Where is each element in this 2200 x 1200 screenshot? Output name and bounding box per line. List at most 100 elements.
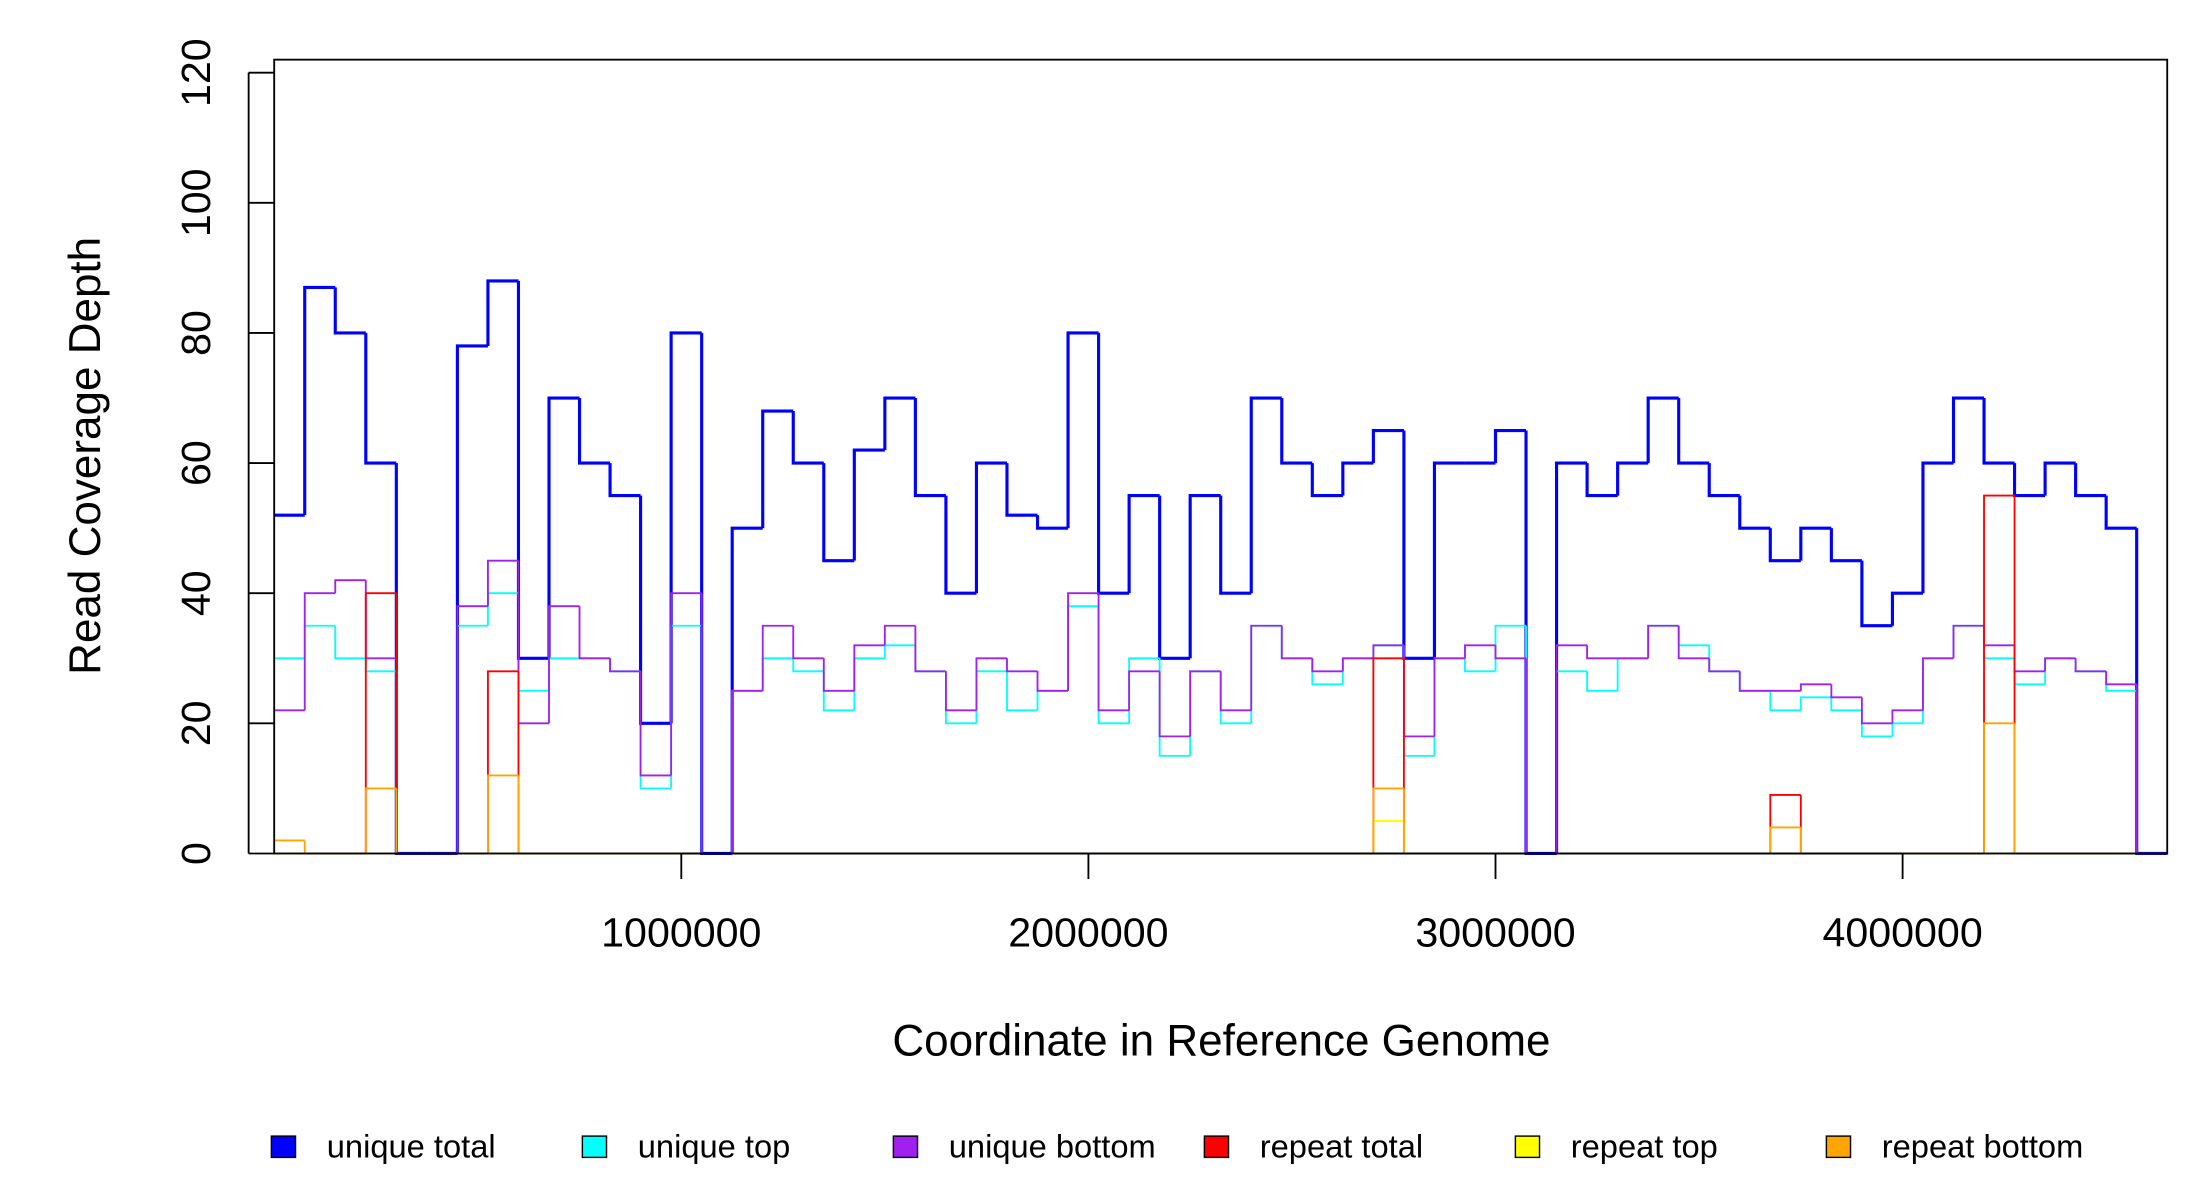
step-segment bbox=[395, 788, 427, 855]
step-segment bbox=[1890, 591, 1923, 626]
step-segment bbox=[1525, 625, 1557, 855]
step-segment bbox=[639, 671, 672, 790]
step-segment bbox=[1738, 495, 1771, 530]
step-segment bbox=[1249, 396, 1282, 594]
step-segment bbox=[1585, 463, 1618, 498]
step-segment bbox=[1341, 461, 1374, 496]
step-segment bbox=[1036, 689, 1069, 711]
step-segment bbox=[1586, 671, 1618, 692]
step-segment bbox=[1311, 658, 1343, 673]
step-segment bbox=[1922, 657, 1954, 711]
step-segment bbox=[1983, 625, 2015, 647]
step-segment bbox=[2105, 671, 2137, 686]
step-segment bbox=[913, 398, 946, 498]
step-segment bbox=[1738, 671, 1771, 692]
step-segment bbox=[364, 332, 397, 465]
step-segment bbox=[609, 658, 641, 673]
y-axis-title: Read Coverage Depth bbox=[61, 237, 110, 675]
step-segment bbox=[761, 657, 794, 691]
step-segment bbox=[1555, 670, 1588, 854]
step-segment bbox=[1983, 494, 2015, 854]
step-segment bbox=[1158, 671, 1191, 738]
step-segment bbox=[2074, 658, 2107, 673]
step-segment bbox=[853, 657, 885, 711]
step-segment bbox=[2044, 657, 2076, 685]
step-segment bbox=[1769, 690, 1801, 712]
step-segment bbox=[2135, 528, 2168, 856]
step-segment bbox=[487, 670, 519, 854]
step-segment bbox=[1067, 605, 1099, 691]
step-segment bbox=[1280, 398, 1313, 465]
step-segment bbox=[1371, 428, 1404, 464]
step-segment bbox=[1891, 709, 1923, 724]
step-segment bbox=[1464, 658, 1496, 673]
step-segment bbox=[456, 605, 488, 854]
step-segment bbox=[487, 774, 519, 854]
step-segment bbox=[364, 580, 397, 660]
legend-label: unique bottom bbox=[949, 1128, 1156, 1165]
step-segment bbox=[334, 579, 366, 594]
step-segment bbox=[1005, 463, 1038, 517]
step-segment bbox=[914, 625, 946, 673]
step-segment bbox=[1006, 671, 1038, 712]
step-segment bbox=[1280, 625, 1313, 660]
step-segment bbox=[792, 658, 824, 673]
step-segment bbox=[1708, 658, 1740, 673]
step-segment bbox=[1067, 592, 1099, 691]
step-segment bbox=[731, 689, 763, 854]
step-segment bbox=[2105, 671, 2137, 692]
step-segment bbox=[364, 658, 397, 673]
step-segment bbox=[883, 644, 916, 659]
step-segment bbox=[700, 593, 733, 855]
step-segment bbox=[1921, 461, 1954, 594]
step-segment bbox=[1219, 671, 1252, 725]
step-segment bbox=[1189, 670, 1221, 756]
step-segment bbox=[1616, 657, 1649, 691]
y-tick-label: 100 bbox=[173, 168, 219, 237]
step-segment bbox=[883, 624, 916, 646]
step-segment bbox=[487, 592, 519, 626]
legend-label: repeat total bbox=[1260, 1128, 1423, 1165]
step-segment bbox=[2043, 461, 2076, 496]
step-segment bbox=[1830, 684, 1862, 699]
step-segment bbox=[1433, 657, 1465, 737]
step-segment bbox=[1188, 494, 1221, 659]
step-segment bbox=[914, 645, 946, 673]
step-segment bbox=[1341, 657, 1374, 672]
step-segment bbox=[578, 606, 611, 660]
step-segment bbox=[2074, 463, 2107, 498]
step-segment bbox=[1372, 644, 1404, 659]
plot-frame bbox=[273, 58, 2169, 855]
step-segment bbox=[1219, 671, 1252, 712]
step-segment bbox=[731, 689, 763, 854]
step-segment bbox=[700, 332, 733, 856]
step-segment bbox=[1097, 593, 1130, 712]
step-segment bbox=[2135, 690, 2168, 855]
step-segment bbox=[303, 592, 336, 711]
step-segment bbox=[975, 657, 1007, 711]
step-segment bbox=[944, 671, 977, 712]
x-tick-label: 3000000 bbox=[1415, 910, 1575, 956]
step-segment bbox=[1983, 625, 2015, 660]
step-segment bbox=[608, 463, 641, 498]
step-segment bbox=[761, 409, 794, 529]
step-segment bbox=[1372, 657, 1404, 854]
step-segment bbox=[639, 495, 672, 725]
step-segment bbox=[1799, 526, 1832, 561]
step-segment bbox=[1799, 827, 1832, 855]
step-segment bbox=[1433, 657, 1465, 756]
step-segment bbox=[1372, 787, 1404, 854]
step-segment bbox=[1555, 461, 1588, 854]
step-segment bbox=[1951, 396, 1985, 464]
step-segment bbox=[1829, 528, 1862, 563]
step-segment bbox=[455, 344, 488, 854]
step-segment bbox=[1647, 624, 1679, 659]
y-tick-label: 40 bbox=[173, 570, 219, 616]
step-segment bbox=[1402, 430, 1435, 660]
step-segment bbox=[1158, 495, 1191, 660]
step-segment bbox=[303, 285, 336, 516]
step-segment bbox=[883, 396, 916, 451]
step-segment bbox=[853, 644, 885, 691]
step-segment bbox=[2013, 723, 2046, 855]
legend-label: unique top bbox=[638, 1128, 791, 1165]
